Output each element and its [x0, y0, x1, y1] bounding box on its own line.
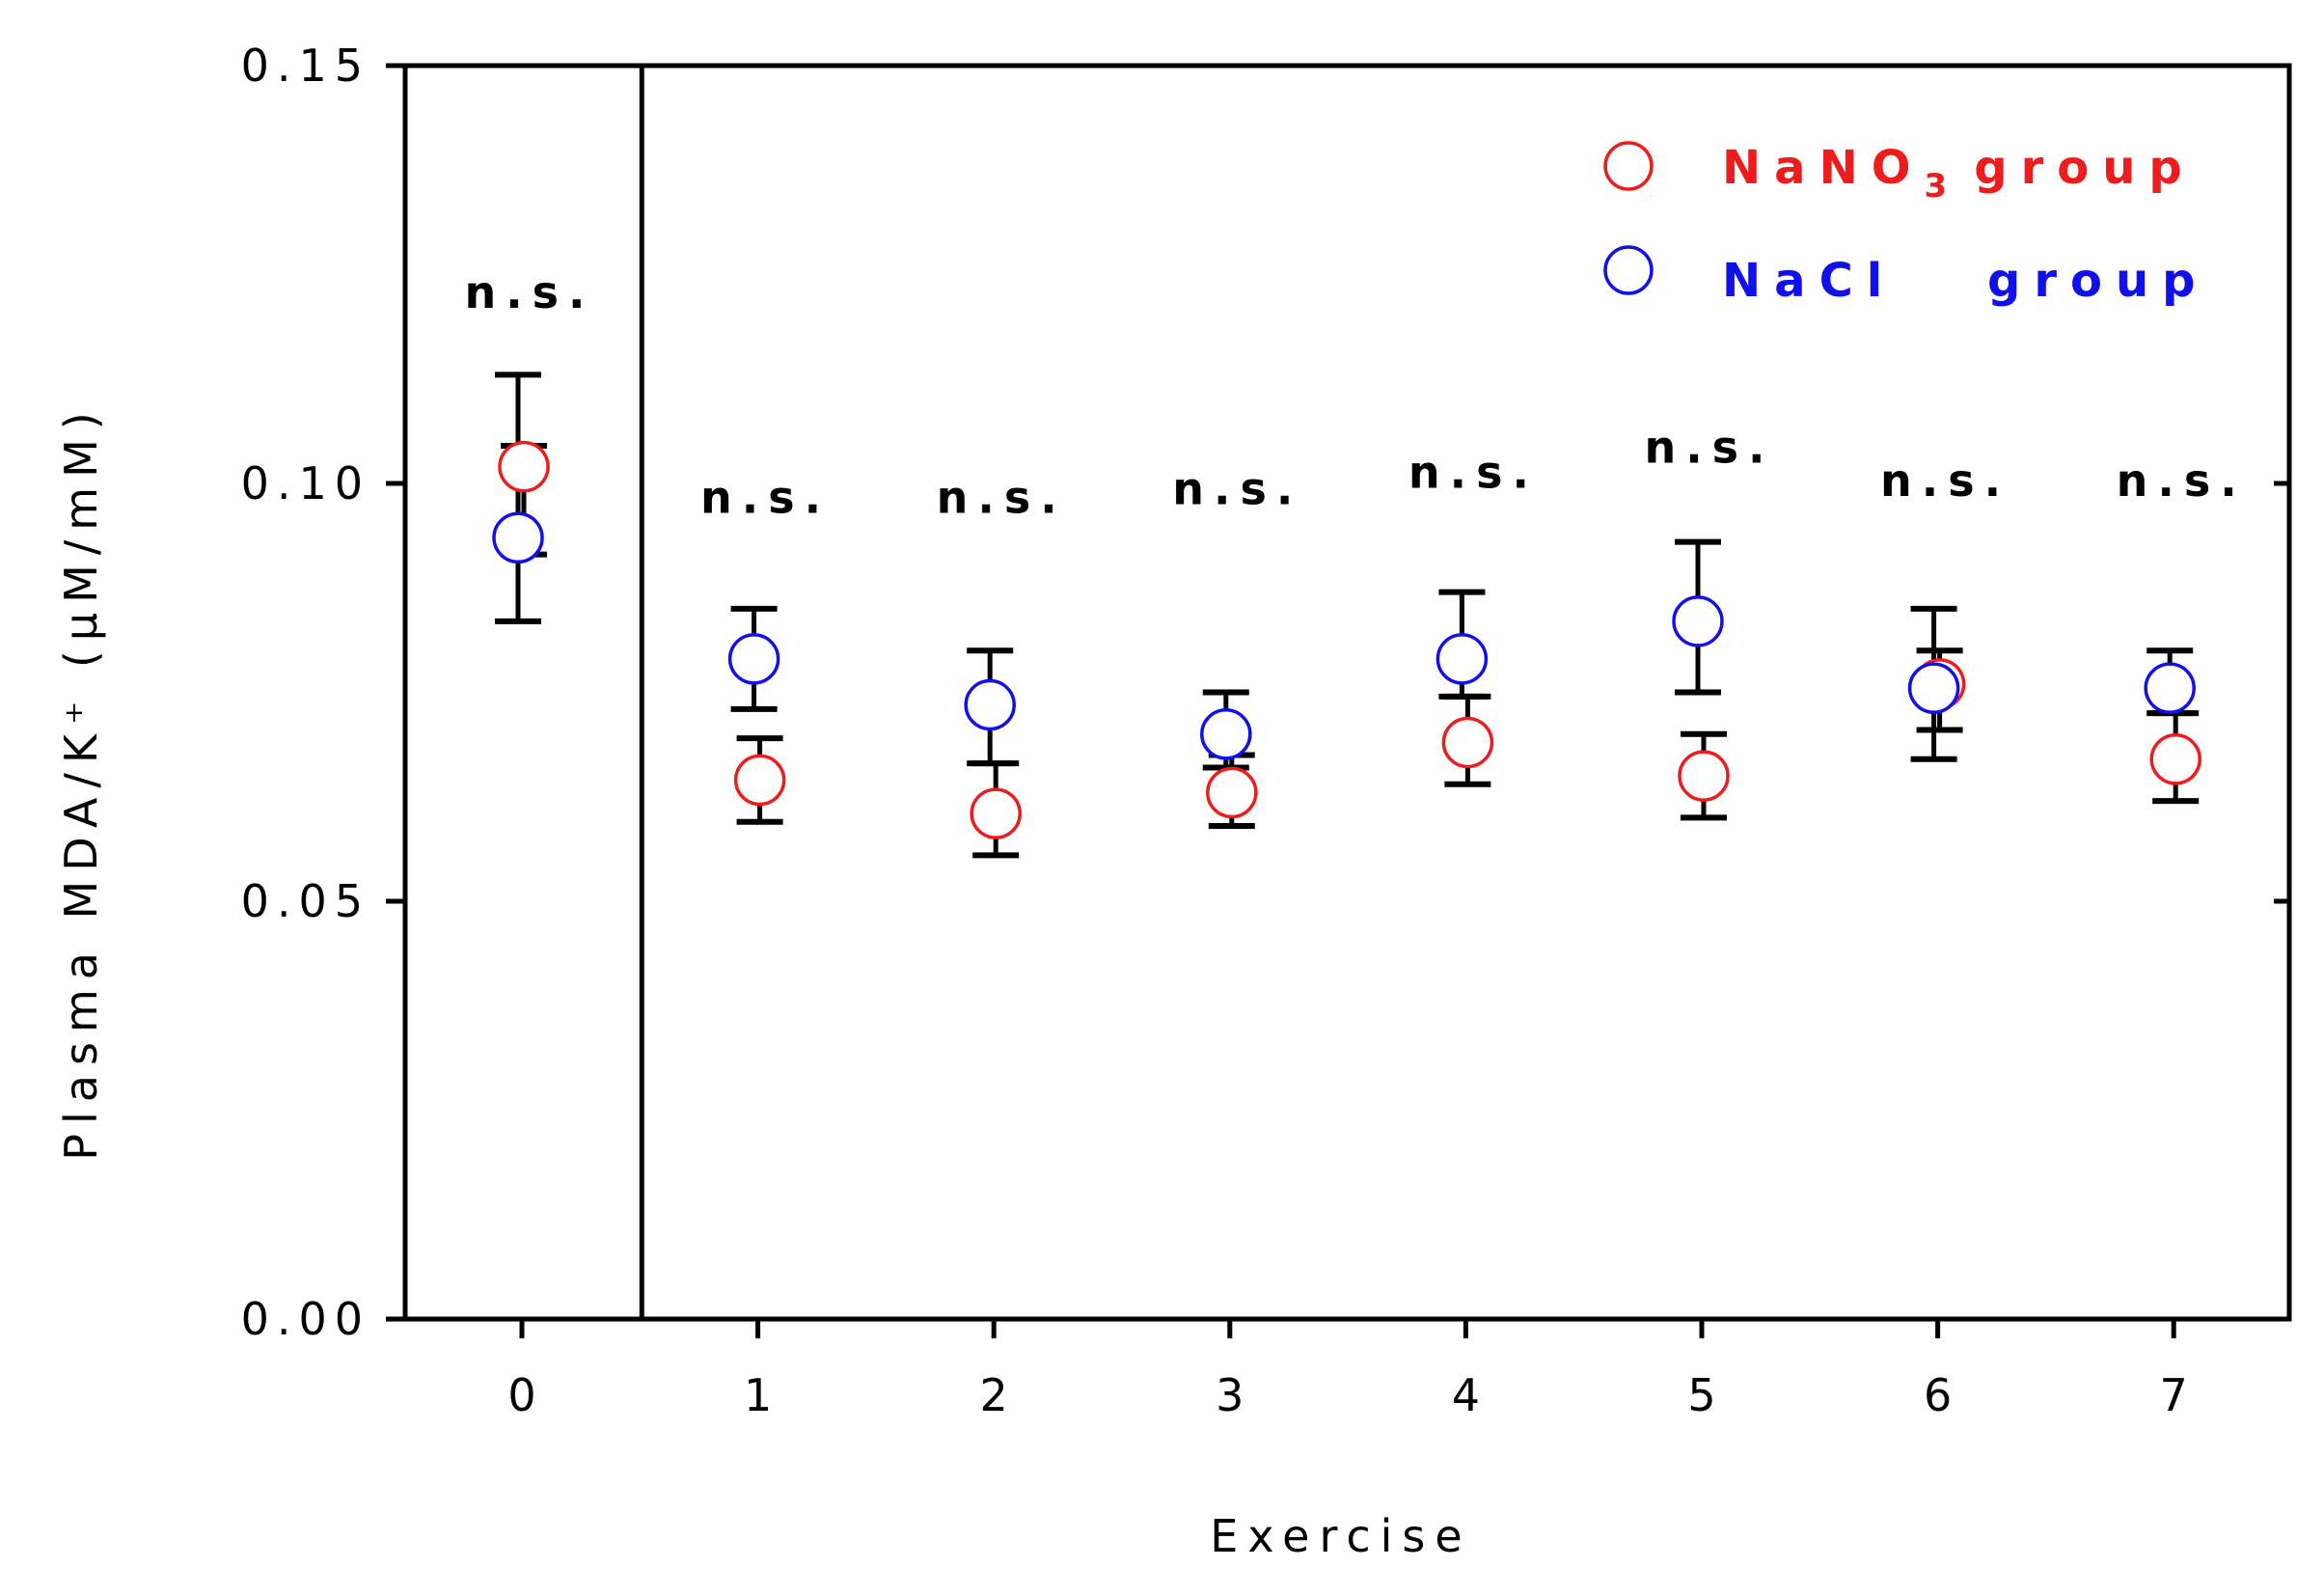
legend-item-nacl: NaCl group — [1603, 245, 2209, 308]
significance-label: n.s. — [2117, 454, 2247, 507]
x-axis: 0 1 2 3 4 5 6 7 — [507, 1319, 2196, 1421]
point-nacl — [2144, 662, 2196, 714]
legend-subscript-nano3: 3 — [1925, 167, 1961, 206]
point-nano3 — [733, 754, 786, 807]
y-axis: 0.00 0.05 0.10 0.15 — [241, 40, 2289, 1345]
point-nano3 — [2149, 733, 2201, 785]
point-nacl — [964, 678, 1016, 731]
error-bar — [495, 371, 541, 624]
x-tick-label: 6 — [1924, 1369, 1959, 1421]
legend-label-nacl: NaCl — [1722, 254, 1896, 308]
significance-label: n.s. — [700, 471, 831, 523]
data-points — [492, 440, 2201, 839]
y-tick-label: 0.10 — [241, 457, 370, 509]
y-tick-label: 0.15 — [241, 40, 370, 92]
point-nacl — [1907, 662, 1960, 714]
point-nano3 — [1678, 750, 1730, 802]
plot-frame — [402, 63, 2292, 1322]
legend-suffix-nacl: group — [1987, 254, 2209, 308]
legend-marker-nano3 — [1603, 141, 1654, 191]
x-tick-label: 5 — [1687, 1369, 1723, 1421]
y-tick-label: 0.05 — [241, 875, 370, 927]
y-tick-label: 0.00 — [241, 1293, 370, 1345]
legend-label-nano3: NaNO — [1722, 141, 1925, 195]
legend-suffix-nano3: group — [1974, 141, 2196, 195]
legend: NaNO3 group NaCl group — [1603, 141, 2209, 308]
x-tick-label: 0 — [507, 1369, 543, 1421]
point-nano3 — [1441, 716, 1494, 769]
point-nacl — [1435, 633, 1489, 685]
point-nacl — [727, 633, 780, 685]
y-axis-title: Plasma MDA/K⁺ (μM/mM) — [55, 402, 107, 1160]
point-nacl — [492, 511, 544, 564]
significance-label: n.s. — [464, 266, 594, 318]
legend-marker-nacl — [1603, 245, 1654, 295]
x-tick-label: 1 — [744, 1369, 779, 1421]
x-tick-label: 4 — [1452, 1369, 1488, 1421]
point-nano3 — [1206, 766, 1258, 819]
point-nano3 — [498, 440, 550, 493]
x-axis-title: Exercise — [1210, 1510, 1471, 1562]
significance-label: n.s. — [1408, 446, 1539, 498]
x-tick-label: 7 — [2160, 1369, 2196, 1421]
significance-labels: n.s. n.s. n.s. n.s. n.s. n.s. n.s. n.s. — [464, 266, 2247, 523]
significance-label: n.s. — [1644, 421, 1774, 473]
error-bars — [495, 371, 2200, 859]
point-nano3 — [970, 787, 1022, 839]
x-tick-label: 3 — [1216, 1369, 1251, 1421]
significance-label: n.s. — [937, 471, 1067, 523]
significance-label: n.s. — [1880, 454, 2010, 507]
legend-item-nano3: NaNO3 group — [1603, 141, 2196, 206]
plot-border — [402, 63, 2292, 1322]
x-tick-label: 2 — [980, 1369, 1016, 1421]
point-nacl — [1672, 595, 1724, 647]
point-nacl — [1200, 708, 1252, 760]
significance-label: n.s. — [1172, 463, 1302, 515]
